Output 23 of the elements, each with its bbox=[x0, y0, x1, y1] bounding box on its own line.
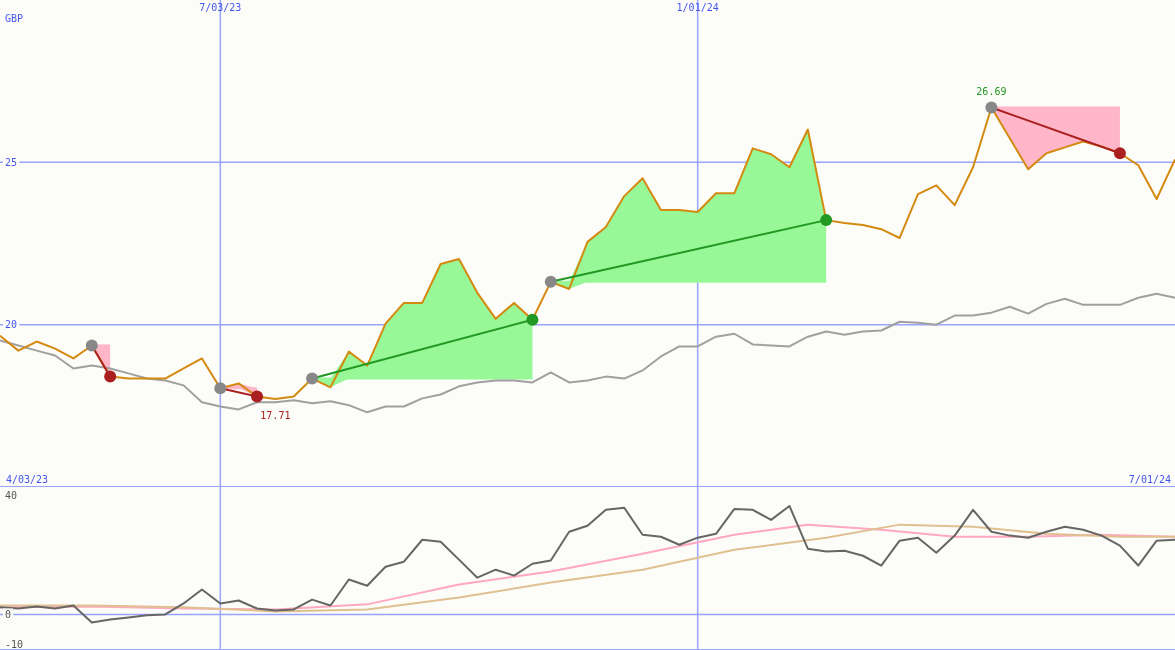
point bbox=[85, 339, 98, 352]
point bbox=[820, 214, 833, 227]
y-tick-label: -10 bbox=[5, 638, 24, 650]
y-tick-label: 25 bbox=[5, 156, 18, 168]
annotation: 7/01/24 bbox=[1128, 474, 1171, 485]
point bbox=[544, 275, 557, 288]
y-tick-label: 0 bbox=[5, 608, 12, 620]
point bbox=[985, 101, 998, 114]
point bbox=[251, 390, 264, 403]
line-series bbox=[0, 504, 1175, 624]
x-tick-label: 1/01/24 bbox=[676, 2, 719, 13]
point bbox=[306, 372, 319, 385]
annotation: 17.71 bbox=[260, 410, 291, 422]
y-axis-title: GBP bbox=[5, 13, 24, 24]
y-tick-label: 40 bbox=[5, 490, 18, 502]
annotation: 4/03/23 bbox=[6, 474, 49, 485]
point bbox=[214, 382, 227, 395]
point bbox=[526, 313, 539, 326]
point bbox=[104, 370, 117, 383]
y-tick-label: 20 bbox=[5, 319, 18, 331]
annotation: 26.69 bbox=[976, 86, 1007, 98]
point bbox=[1113, 147, 1126, 160]
x-tick-label: 7/03/23 bbox=[199, 2, 242, 13]
